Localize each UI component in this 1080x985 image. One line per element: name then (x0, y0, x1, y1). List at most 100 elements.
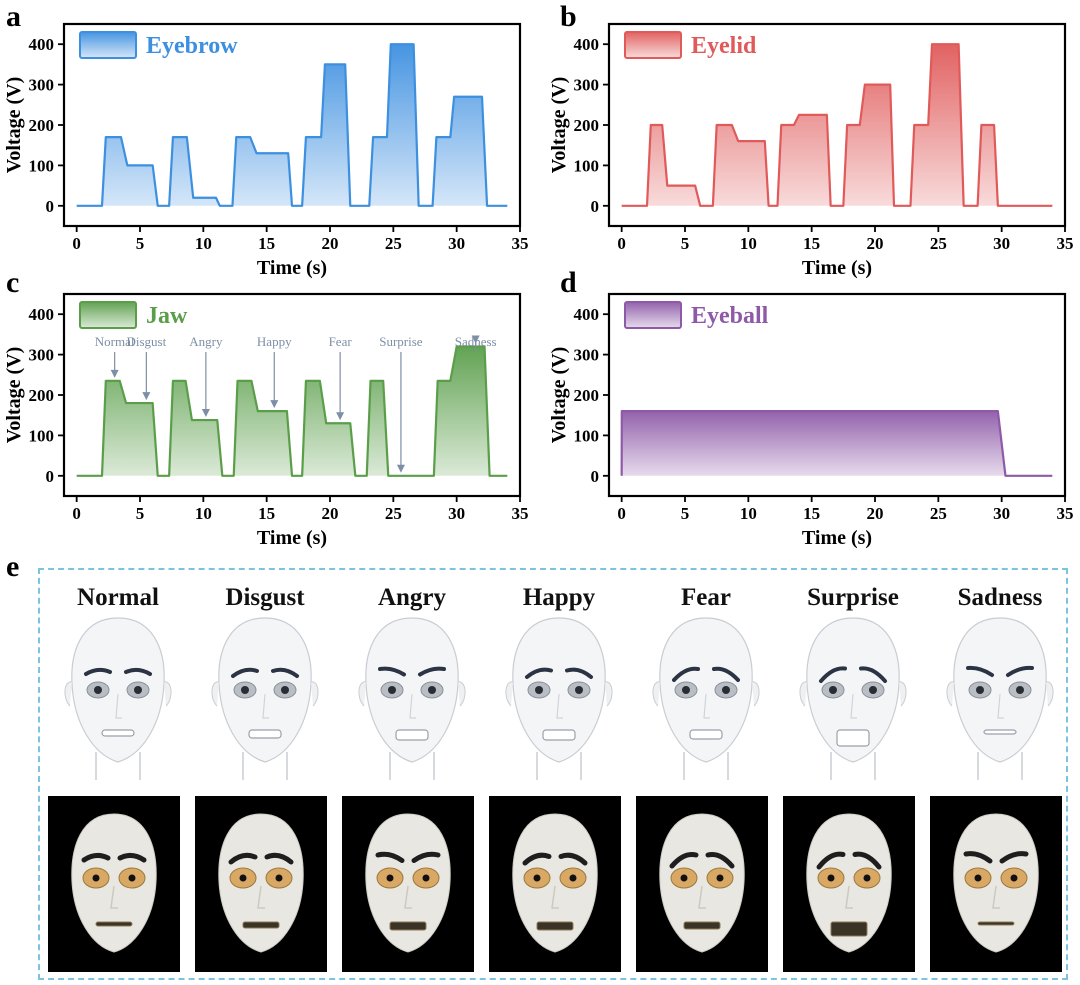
x-axis-label: Time (s) (257, 527, 327, 549)
x-tick-label: 35 (1057, 504, 1074, 523)
head-shell (365, 813, 451, 953)
ear-right (898, 681, 907, 707)
annotation-label: Disgust (126, 334, 166, 349)
head-outline (71, 617, 165, 763)
annotation-arrowhead (110, 369, 119, 378)
neck-rods (683, 752, 729, 780)
y-tick-label: 0 (591, 197, 600, 216)
annotation-arrowhead (201, 409, 210, 418)
x-tick-label: 30 (448, 234, 465, 253)
x-tick-label: 35 (512, 504, 529, 523)
legend-label: Eyeball (691, 303, 769, 329)
head-shell (218, 813, 304, 953)
y-tick-label: 400 (574, 35, 600, 54)
render-face-image (799, 617, 907, 780)
chart-eyeball: 0 5 10 15 20 25 30 35 0 100 200 300 400 Time (s) Volta… (548, 292, 1074, 549)
eyebrow-left (966, 665, 994, 677)
pupil (569, 874, 577, 882)
y-tick-label: 300 (574, 76, 600, 95)
x-tick-label: 30 (993, 504, 1010, 523)
x-tick-label: 10 (195, 504, 212, 523)
ear-right (310, 681, 319, 707)
pupil (976, 686, 984, 694)
eyebrow-right (124, 667, 152, 676)
expression-column: Normal (48, 570, 188, 978)
x-axis-label: Time (s) (257, 257, 327, 279)
mouth (95, 921, 133, 927)
x-tick-label: 30 (448, 504, 465, 523)
pupil (241, 686, 249, 694)
eyebrow-left (816, 851, 846, 870)
pupil (281, 686, 289, 694)
annotation-arrowhead (471, 335, 480, 344)
expression-label: Angry (377, 584, 447, 611)
y-tick-label: 100 (574, 156, 600, 175)
eyebrow-right (712, 666, 740, 682)
charts-area: 0 5 10 15 20 25 30 35 0 100 200 300 400 Time (s) Volta… (3, 22, 1074, 549)
annotation-arrowhead (336, 412, 345, 421)
nose (556, 693, 563, 719)
neck-rods (536, 752, 582, 780)
pupil (275, 874, 283, 882)
y-tick-label: 200 (574, 386, 600, 405)
mouth (830, 921, 868, 937)
x-tick-label: 20 (867, 234, 884, 253)
eyebrow-left (231, 667, 259, 678)
nose (257, 885, 265, 909)
pupil (682, 686, 690, 694)
pupil (716, 874, 724, 882)
expression-panel: Normal Disgust Angry Happy Fear Surprise… (38, 568, 1068, 980)
y-tick-label: 100 (574, 426, 600, 445)
nose (262, 693, 269, 719)
pupil (1016, 686, 1024, 694)
head-outline (365, 617, 459, 763)
x-tick-label: 35 (512, 234, 529, 253)
expression-column: Happy (489, 570, 629, 978)
voltage-area (621, 44, 1053, 206)
y-tick-label: 0 (591, 467, 600, 486)
x-axis-label: Time (s) (802, 527, 872, 549)
head-outline (806, 617, 900, 763)
render-face-image (64, 617, 172, 780)
y-tick-label: 400 (29, 305, 55, 324)
eyebrow-left (84, 667, 112, 676)
eyebrow-right (565, 667, 593, 679)
y-axis-label: Voltage (V) (548, 347, 570, 443)
chart-eyelid: 0 5 10 15 20 25 30 35 0 100 200 300 400 Time (s) Volta… (548, 22, 1074, 279)
mouth (395, 729, 429, 741)
render-face-image (211, 617, 319, 780)
x-tick-label: 0 (617, 234, 626, 253)
nose (845, 885, 853, 909)
x-tick-label: 10 (740, 504, 757, 523)
eyebrow-left (378, 666, 406, 677)
legend-label: Eyebrow (146, 33, 238, 59)
expression-label: Fear (681, 584, 731, 611)
annotation-arrowhead (142, 392, 151, 401)
x-tick-label: 25 (930, 504, 947, 523)
pupil (535, 686, 543, 694)
ear-right (751, 681, 760, 707)
pupil (722, 686, 730, 694)
pupil (428, 686, 436, 694)
nose (703, 693, 710, 719)
ear-left (946, 681, 955, 707)
expression-label: Sadness (957, 584, 1043, 611)
ear-right (604, 681, 613, 707)
robot-photo (489, 796, 621, 972)
expression-column: Surprise (783, 570, 923, 978)
nose (404, 885, 412, 909)
x-tick-label: 20 (322, 504, 339, 523)
x-tick-label: 35 (1057, 234, 1074, 253)
y-tick-label: 0 (46, 197, 55, 216)
x-axis-label: Time (s) (802, 257, 872, 279)
pupil (92, 874, 100, 882)
voltage-line (76, 345, 508, 477)
annotation-arrowhead (396, 464, 405, 473)
eyebrow-left (522, 852, 552, 866)
expression-column: Sadness (930, 570, 1070, 978)
panel-label-a: a (6, 0, 21, 33)
eyebrow-right (271, 667, 299, 678)
ear-left (211, 681, 220, 707)
pupil (422, 874, 430, 882)
head-shell (71, 813, 157, 953)
